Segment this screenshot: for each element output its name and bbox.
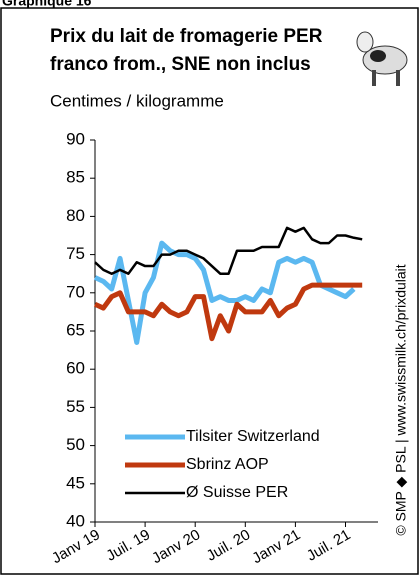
y-tick-label: 50	[66, 435, 85, 454]
y-tick-label: 65	[66, 320, 85, 339]
y-tick-label: 40	[66, 511, 85, 530]
legend-label: Sbrinz AOP	[186, 456, 269, 473]
cow-icon	[356, 31, 408, 86]
source: © SMP ◆ PSL | www.swissmilk.ch/prixdulai…	[393, 264, 409, 535]
y-tick-label: 45	[66, 473, 85, 492]
chart-title: franco from., SNE non inclus	[50, 54, 311, 75]
y-tick-label: 55	[66, 397, 85, 416]
series-line	[93, 240, 356, 345]
y-tick-label: 85	[66, 168, 85, 187]
series-line	[94, 226, 363, 275]
legend-label: Ø Suisse PER	[186, 484, 288, 501]
y-tick-label: 75	[66, 244, 85, 263]
y-tick-label: 80	[66, 206, 85, 225]
chart-subtitle: Centimes / kilogramme	[50, 91, 224, 110]
series-line	[93, 282, 363, 342]
y-tick-label: 70	[66, 282, 85, 301]
legend-label: Tilsiter Switzerland	[186, 428, 320, 445]
chart-title: Prix du lait de fromagerie PER	[50, 26, 323, 47]
y-tick-label: 90	[66, 129, 85, 148]
y-tick-label: 60	[66, 359, 85, 378]
figure-label: Graphique 16	[2, 0, 92, 9]
